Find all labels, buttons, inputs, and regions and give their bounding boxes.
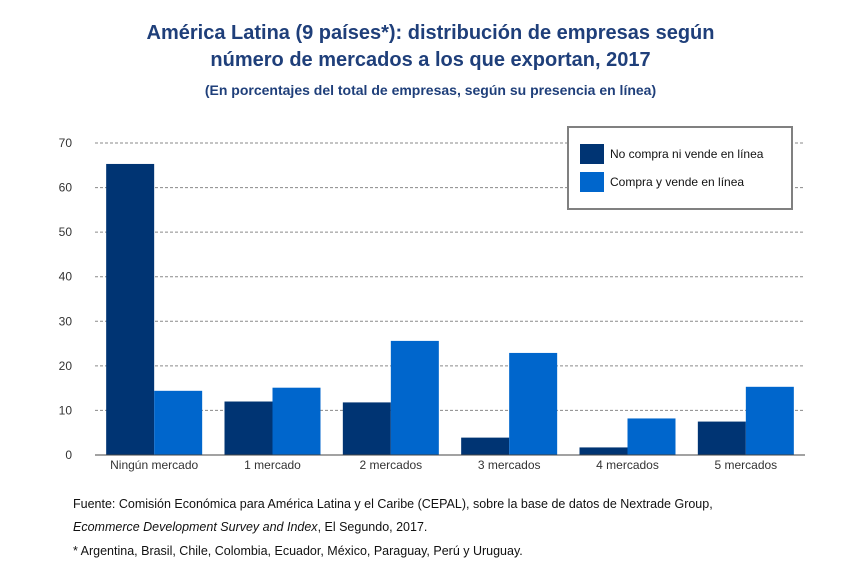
source-tail: , El Segundo, 2017. [317, 520, 428, 534]
y-tick-label: 60 [59, 181, 73, 195]
bar-no-compra-5 [697, 421, 746, 455]
legend-swatch-compra [580, 172, 604, 192]
legend-box [567, 126, 793, 210]
x-axis-ticks: Ningún mercado 1 mercado 2 mercados 3 merca… [110, 458, 777, 472]
bar-compra-5 [745, 386, 794, 455]
chart-title-line-2: número de mercados a los que exportan, 2… [210, 49, 651, 71]
bar-no-compra-4 [579, 447, 628, 455]
footnote: * Argentina, Brasil, Chile, Colombia, Ec… [73, 544, 523, 558]
bars [106, 163, 794, 455]
legend-label-no-compra: No compra ni vende en línea [610, 147, 764, 161]
source-line-1: Fuente: Comisión Económica para América … [73, 497, 713, 511]
bar-no-compra-0 [106, 163, 155, 455]
source-line-2: Ecommerce Development Survey and Index, … [73, 518, 427, 536]
source-italic: Ecommerce Development Survey and Index [73, 520, 318, 534]
legend-label-compra: Compra y vende en línea [610, 175, 744, 189]
y-tick-label: 20 [59, 359, 73, 373]
y-tick-label: 30 [59, 314, 73, 328]
x-tick-label: Ningún mercado [110, 458, 198, 472]
chart-title-line-1: América Latina (9 países*): distribución… [146, 22, 715, 44]
y-axis-ticks: 0 10 20 30 40 50 60 70 [59, 136, 73, 462]
x-tick-label: 1 mercado [244, 458, 301, 472]
bar-compra-2 [390, 340, 439, 455]
bar-compra-1 [272, 387, 321, 455]
bar-no-compra-2 [342, 402, 391, 455]
x-tick-label: 3 mercados [478, 458, 541, 472]
bar-compra-0 [154, 390, 203, 455]
x-tick-label: 2 mercados [359, 458, 422, 472]
y-tick-label: 40 [59, 270, 73, 284]
y-tick-label: 50 [59, 225, 73, 239]
y-tick-label: 70 [59, 136, 73, 150]
bar-no-compra-3 [461, 437, 510, 455]
bar-no-compra-1 [224, 401, 273, 455]
chart-subtitle: (En porcentajes del total de empresas, s… [204, 82, 657, 98]
legend: No compra ni vende en línea Compra y ven… [567, 126, 793, 210]
x-tick-label: 4 mercados [596, 458, 659, 472]
bar-compra-3 [509, 352, 558, 455]
y-tick-label: 10 [59, 403, 73, 417]
legend-swatch-no-compra [580, 144, 604, 164]
x-tick-label: 5 mercados [714, 458, 777, 472]
bar-compra-4 [627, 418, 676, 455]
y-tick-label: 0 [65, 448, 72, 462]
